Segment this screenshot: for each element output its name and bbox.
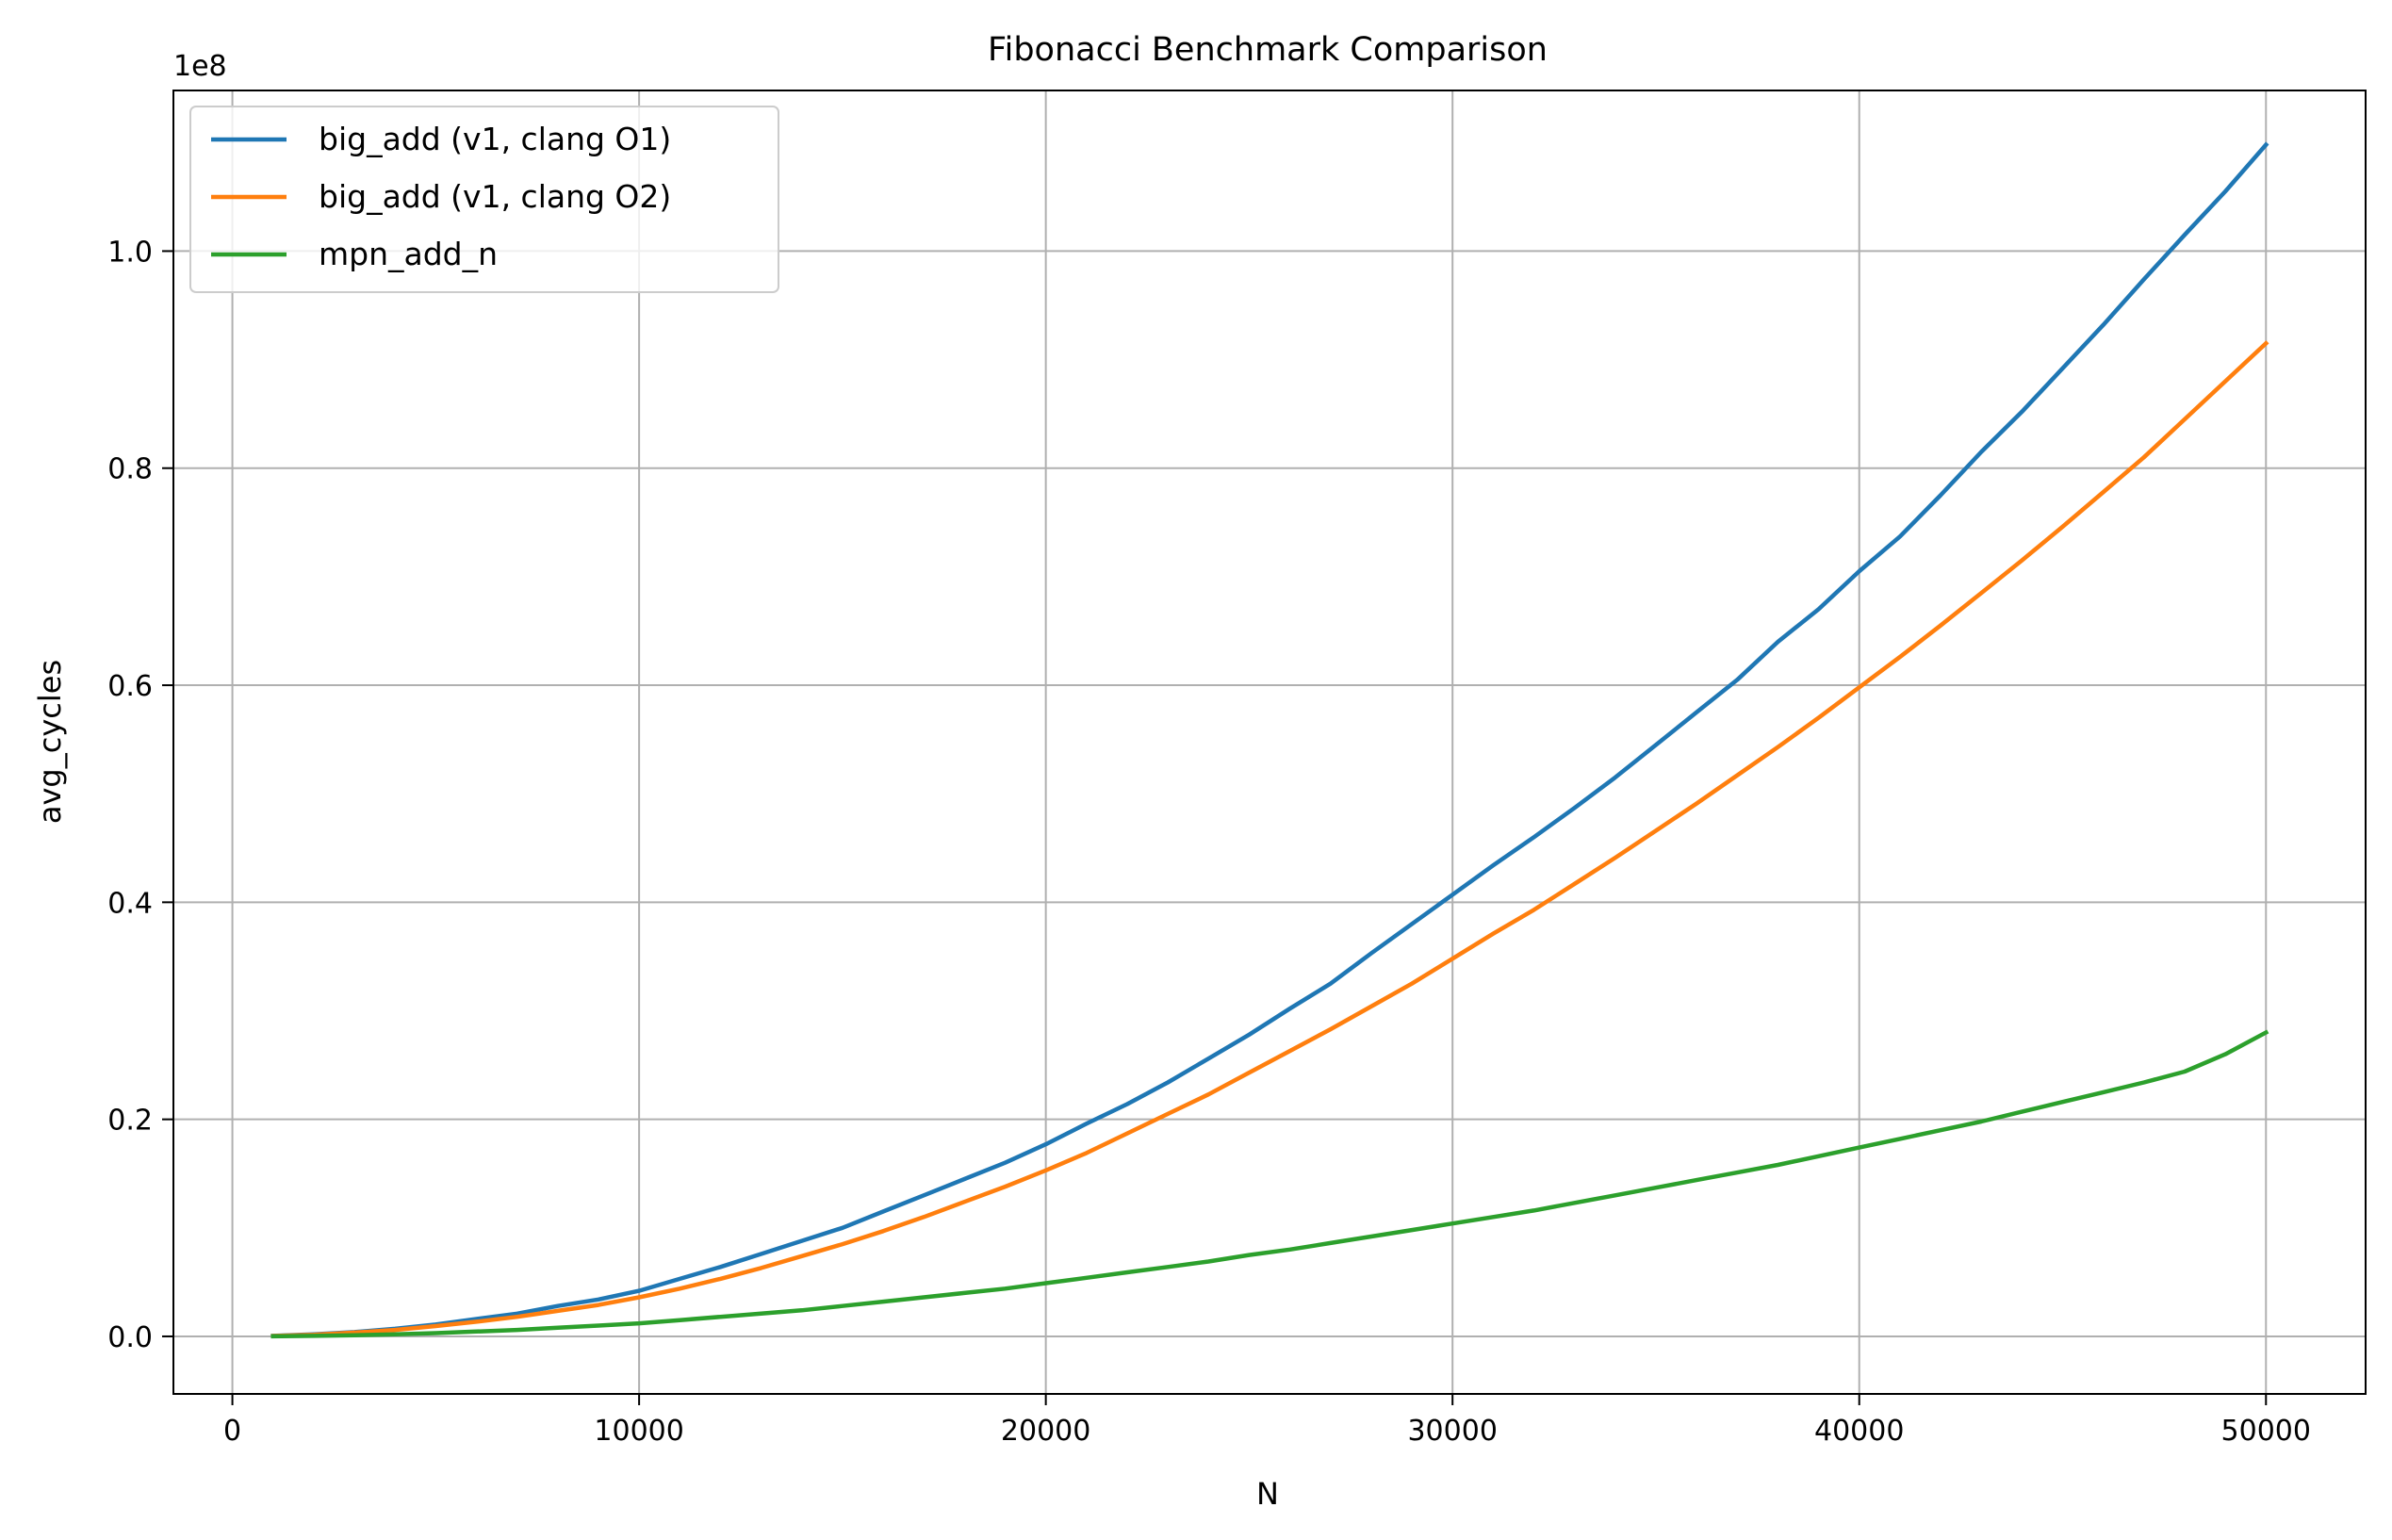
series-line [270, 340, 2269, 1338]
x-axis-label: N [1256, 1476, 1279, 1512]
legend: big_add (v1, clang O1) big_add (v1, clan… [189, 106, 779, 293]
x-tick-label: 30000 [1407, 1415, 1497, 1448]
y-axis-ticks: 0.0 0.2 0.4 0.6 0.8 1.0 [107, 236, 173, 1354]
legend-label: big_add (v1, clang O1) [319, 121, 671, 157]
legend-entry[interactable]: mpn_add_n [211, 236, 498, 272]
chart-title: Fibonacci Benchmark Comparison [988, 31, 1548, 69]
legend-entry[interactable]: big_add (v1, clang O1) [211, 121, 671, 157]
grid-lines [173, 90, 2366, 1394]
y-tick-label: 0.2 [107, 1105, 153, 1138]
x-tick-label: 10000 [594, 1415, 683, 1448]
series-line [270, 1029, 2269, 1339]
legend-label: big_add (v1, clang O2) [319, 178, 671, 215]
x-axis-ticks: 0 10000 20000 30000 40000 50000 [223, 1394, 2311, 1448]
legend-box [189, 106, 779, 293]
x-tick-label: 40000 [1814, 1415, 1904, 1448]
x-tick-label: 0 [223, 1415, 241, 1448]
y-axis-offset-label: 1e8 [173, 50, 227, 83]
plot-series [270, 141, 2269, 1339]
y-axis-label: avg_cycles [32, 660, 68, 824]
plot-area-frame [172, 90, 2367, 1395]
series-line [270, 141, 2269, 1338]
legend-entry[interactable]: big_add (v1, clang O2) [211, 178, 671, 215]
y-tick-label: 0.8 [107, 453, 153, 486]
y-tick-label: 0.4 [107, 887, 153, 920]
y-tick-label: 1.0 [107, 236, 153, 269]
y-tick-label: 0.6 [107, 670, 153, 703]
y-tick-label: 0.0 [107, 1321, 153, 1354]
x-tick-label: 20000 [1001, 1415, 1090, 1448]
legend-label: mpn_add_n [319, 236, 498, 272]
x-tick-label: 50000 [2221, 1415, 2311, 1448]
